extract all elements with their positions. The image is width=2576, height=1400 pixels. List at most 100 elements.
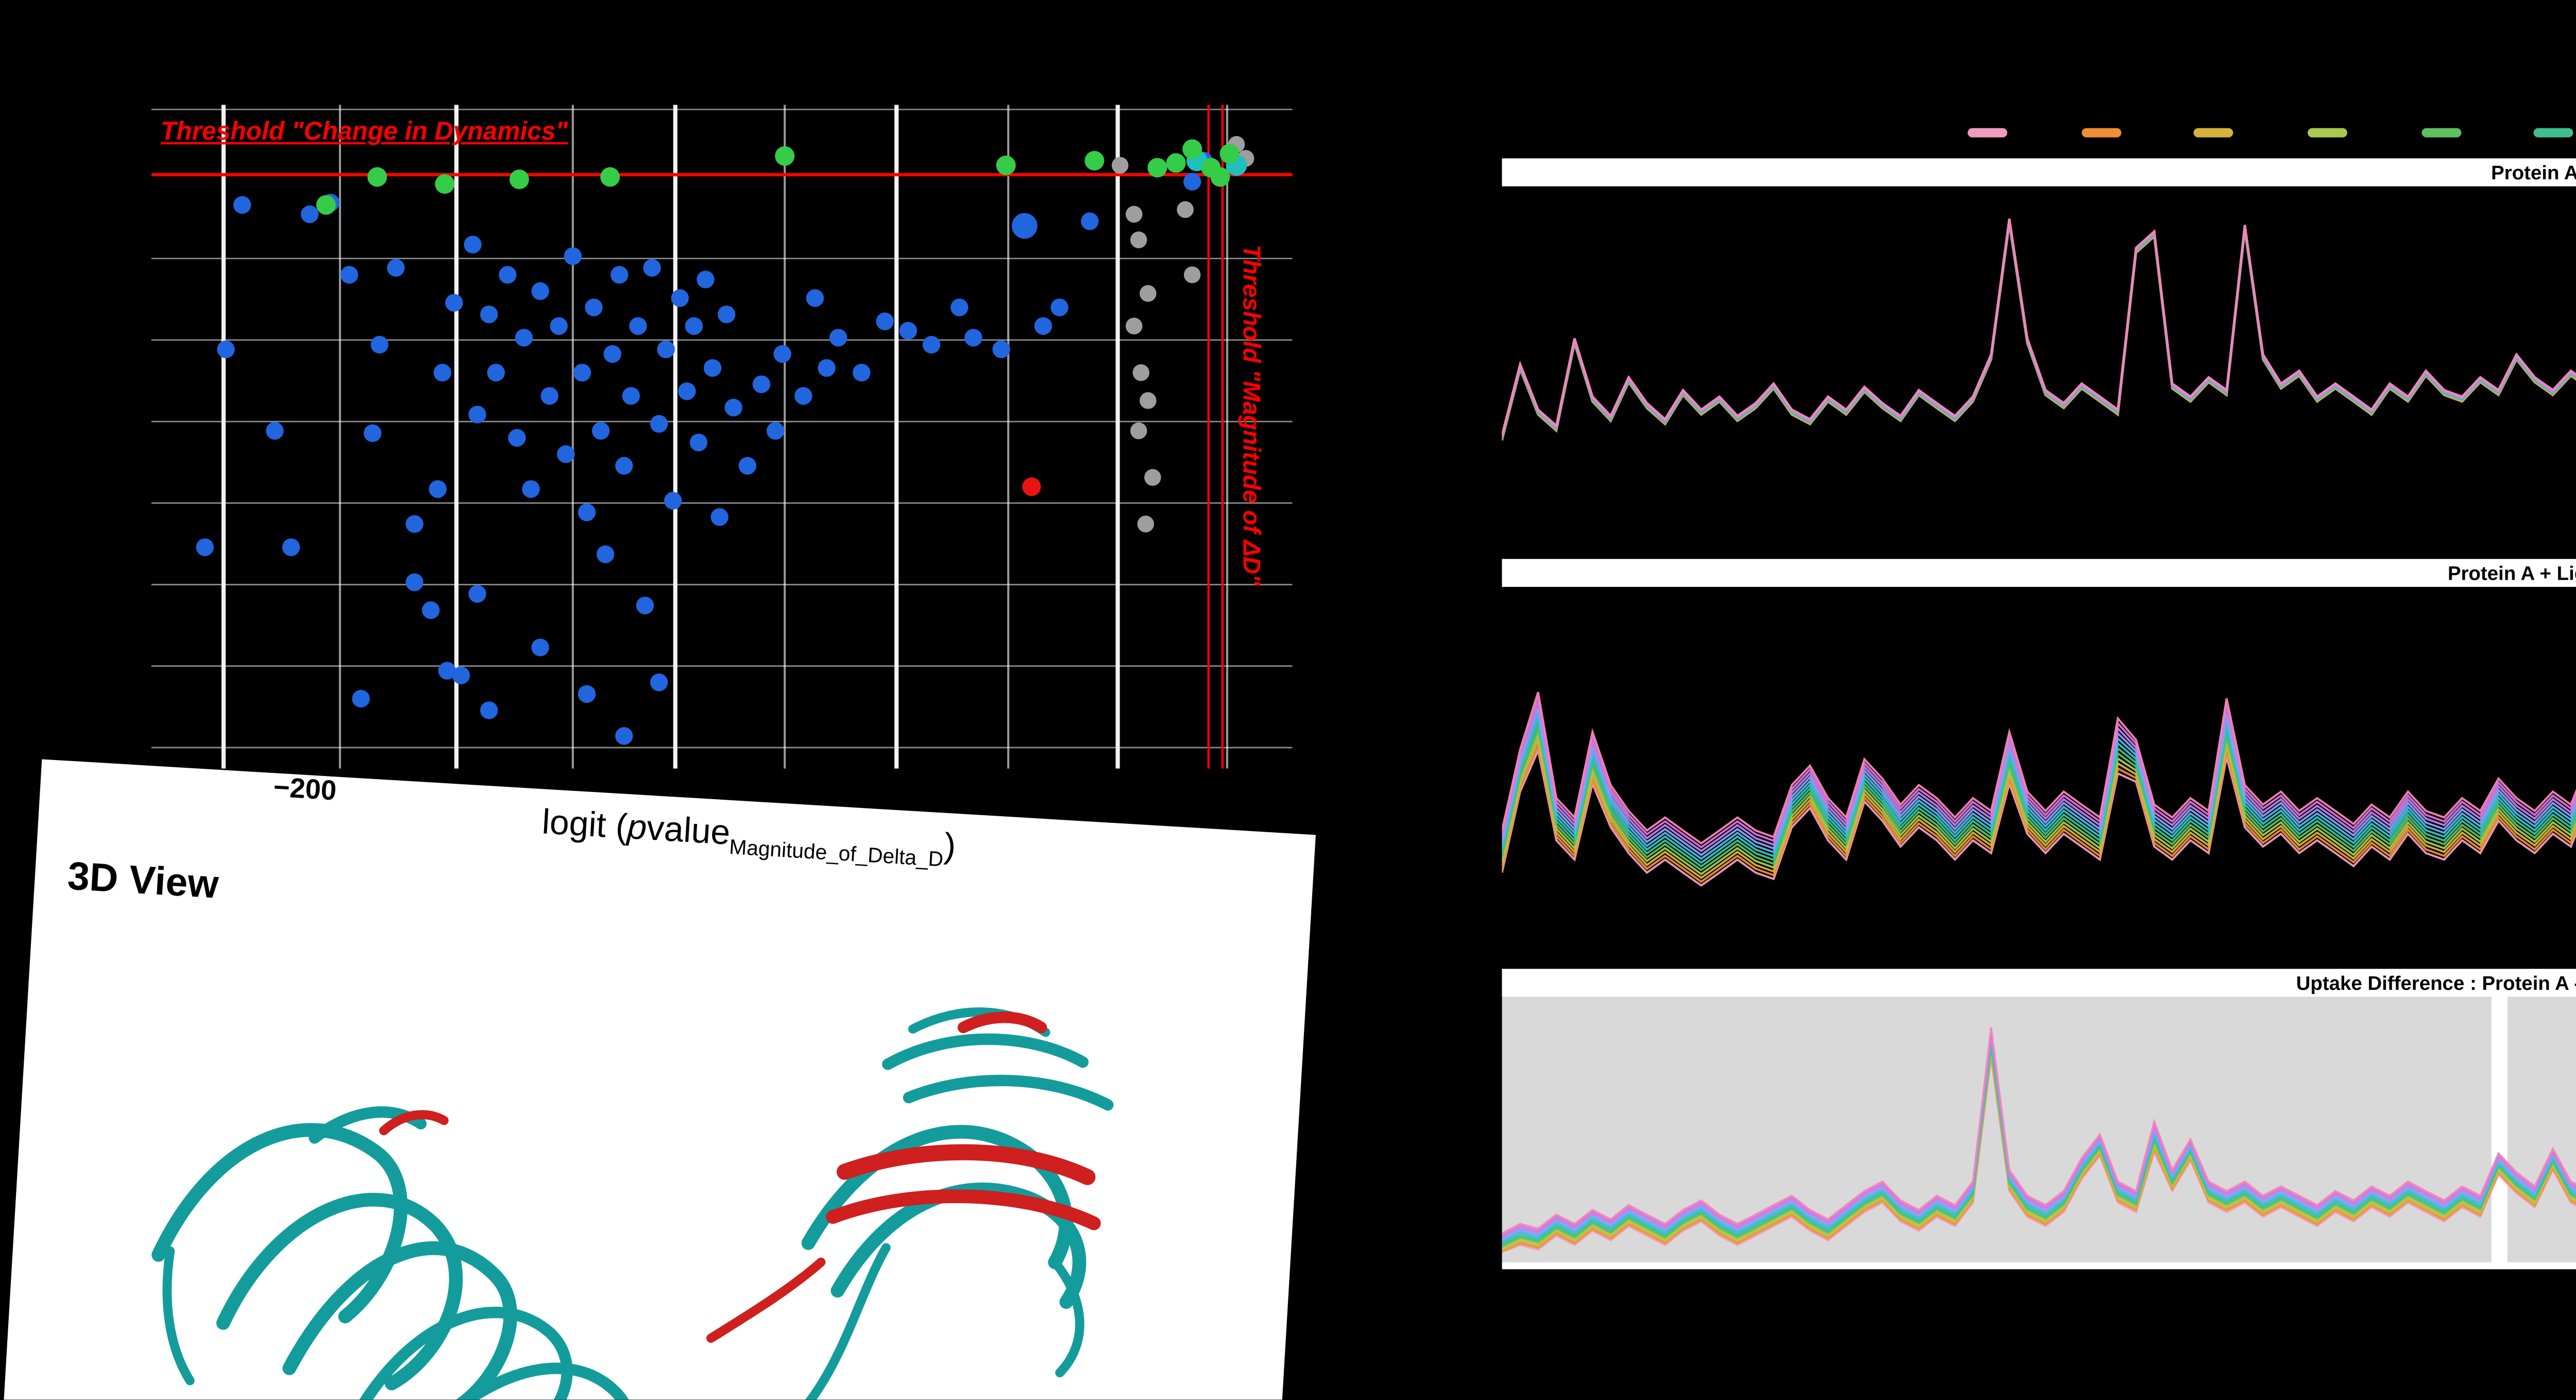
uptake-trace[interactable] [1502,1049,2576,1250]
scatter-point[interactable] [600,167,620,187]
uptake-trace[interactable] [1502,218,2576,436]
scatter-point[interactable] [468,406,486,424]
scatter-point[interactable] [964,329,982,347]
legend-item[interactable] [2534,128,2573,138]
scatter-point[interactable] [650,673,668,691]
uptake-trace[interactable] [1502,221,2576,502]
scatter-point[interactable] [1183,173,1201,191]
scatter-point[interactable] [1050,298,1069,316]
scatter-point[interactable] [531,282,549,300]
scatter-point[interactable] [550,317,568,335]
scatter-point[interactable] [468,585,486,603]
scatter-point[interactable] [578,503,596,521]
scatter-point[interactable] [876,312,894,330]
uptake-trace[interactable] [1502,221,2576,480]
scatter-point[interactable] [1011,213,1038,239]
scatter-point[interactable] [387,259,405,277]
scatter-point[interactable] [664,492,682,510]
scatter-point[interactable] [922,335,941,354]
uptake-trace[interactable] [1502,220,2576,469]
scatter-point[interactable] [1132,364,1149,381]
protein-structure[interactable] [20,904,1289,1400]
scatter-point[interactable] [615,727,633,745]
scatter-point[interactable] [316,195,336,215]
uptake-trace[interactable] [1502,622,2576,849]
scatter-point[interactable] [657,340,675,359]
scatter-point[interactable] [1125,206,1143,223]
uptake-trace[interactable] [1502,685,2576,883]
scatter-point[interactable] [1125,317,1143,335]
scatter-point[interactable] [421,601,440,619]
uptake-trace[interactable] [1502,693,2576,887]
uptake-trace[interactable] [1502,1041,2576,1244]
volcano-plot[interactable]: Threshold "Change in Dynamics" Threshold… [151,105,1316,780]
scatter-point[interactable] [433,363,451,382]
scatter-point[interactable] [266,421,284,440]
scatter-point[interactable] [480,701,498,719]
scatter-point[interactable] [370,335,388,354]
scatter-point[interactable] [622,387,640,405]
scatter-point[interactable] [282,538,300,556]
scatter-point[interactable] [806,289,824,307]
scatter-point[interactable] [452,666,470,684]
scatter-point[interactable] [950,298,969,316]
scatter-point[interactable] [992,340,1010,359]
uptake-trace[interactable] [1502,1035,2576,1240]
scatter-point[interactable] [557,445,575,463]
uptake-trace[interactable] [1502,1046,2576,1248]
scatter-point[interactable] [738,457,757,475]
scatter-point[interactable] [435,174,455,194]
scatter-point[interactable] [1147,158,1167,178]
volcano-scatter-chart[interactable] [151,105,1293,769]
legend-item[interactable] [2194,128,2234,138]
scatter-point[interactable] [766,421,785,440]
scatter-point[interactable] [405,573,423,592]
scatter-point[interactable] [578,685,596,703]
scatter-point[interactable] [233,196,251,214]
scatter-point[interactable] [1137,515,1155,533]
uptake-trace[interactable] [1502,1030,2576,1236]
scatter-point[interactable] [405,515,423,533]
scatter-point[interactable] [340,266,359,284]
scatter-point[interactable] [1183,266,1201,283]
uptake-trace[interactable] [1502,643,2576,860]
scatter-point[interactable] [1034,317,1053,335]
scatter-point[interactable] [591,421,610,440]
scatter-point[interactable] [996,155,1016,175]
scatter-point[interactable] [1111,157,1129,174]
scatter-point[interactable] [196,538,214,556]
scatter-point[interactable] [1144,469,1161,486]
structure-panel[interactable]: −200 logit (pvalueMagnitude_of_Delta_D) … [0,759,1316,1400]
uptake-trace[interactable] [1502,650,2576,864]
scatter-point[interactable] [752,375,771,393]
scatter-point[interactable] [445,294,463,312]
scatter-point[interactable] [531,638,549,656]
uptake-trace[interactable] [1502,1043,2576,1246]
scatter-point[interactable] [499,266,517,284]
scatter-point[interactable] [629,317,647,335]
uptake-trace[interactable] [1502,1052,2576,1252]
scatter-point[interactable] [899,322,917,340]
uptake-trace[interactable] [1502,1038,2576,1242]
uptake-trace[interactable] [1502,1027,2576,1235]
scatter-point[interactable] [710,508,728,526]
scatter-point[interactable] [438,662,456,680]
scatter-point[interactable] [775,146,795,166]
scatter-point[interactable] [522,480,540,498]
scatter-point[interactable] [508,429,526,447]
uptake-trace[interactable] [1502,222,2576,514]
scatter-point[interactable] [1130,231,1147,248]
uptake-trace[interactable] [1502,657,2576,868]
scatter-point[interactable] [724,398,742,417]
scatter-point[interactable] [300,205,319,223]
legend-item[interactable] [2420,128,2461,138]
scatter-point[interactable] [1084,150,1105,171]
scatter-point[interactable] [464,235,482,254]
scatter-point[interactable] [1130,422,1147,440]
scatter-point[interactable] [678,382,696,400]
scatter-point[interactable] [829,329,848,347]
scatter-point[interactable] [794,387,812,405]
scatter-point[interactable] [671,289,689,307]
scatter-point[interactable] [363,424,382,442]
scatter-point[interactable] [480,305,498,324]
